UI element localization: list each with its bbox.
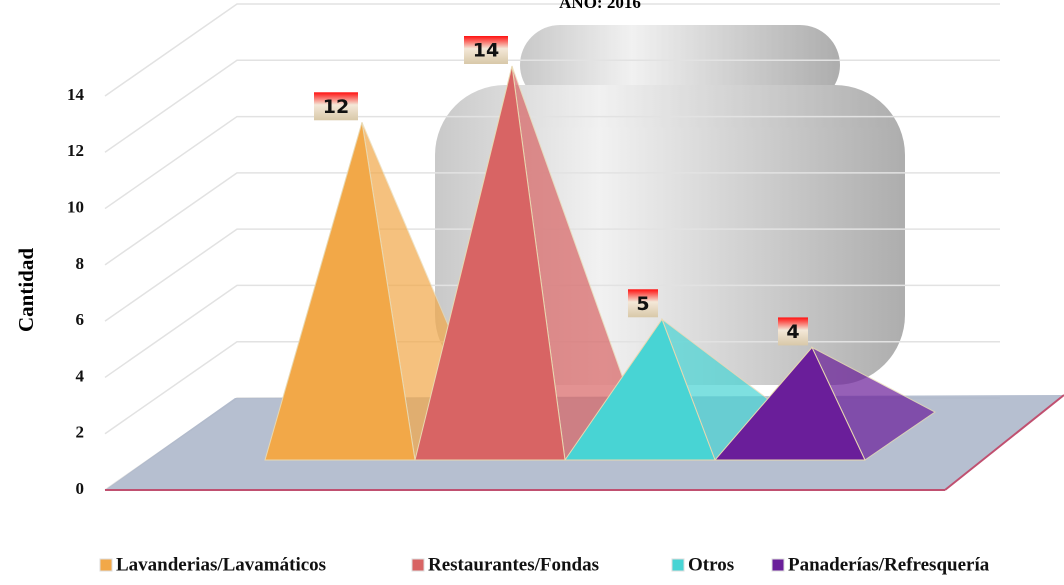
legend-swatch (771, 558, 785, 572)
legend-label: Restaurantes/Fondas (428, 554, 599, 575)
data-label: 4 (786, 321, 799, 343)
y-axis-label: Cantidad (14, 248, 38, 332)
legend-label: Panaderías/Refresquería (788, 554, 990, 575)
legend-label: Otros (688, 554, 734, 575)
data-label-box (314, 92, 358, 121)
y-tick-label: 12 (67, 141, 84, 160)
data-label-box (778, 317, 808, 346)
data-label: 14 (473, 40, 499, 62)
legend-swatch (411, 558, 425, 572)
data-label: 12 (323, 96, 349, 118)
data-label-box (464, 36, 508, 64)
chart-title: AÑO: 2016 (559, 0, 641, 12)
legend-swatch (99, 558, 113, 572)
data-label-box (628, 289, 658, 318)
y-tick-label: 8 (76, 254, 85, 273)
grid-line (104, 172, 1000, 266)
data-label: 5 (636, 293, 649, 315)
y-tick-label: 14 (67, 85, 85, 104)
y-tick-label: 10 (67, 197, 84, 216)
pyramid-face (414, 65, 566, 461)
y-tick-label: 6 (76, 310, 85, 329)
grid-line (104, 228, 1000, 322)
grid-line (104, 340, 1000, 435)
grid-line (104, 59, 1000, 153)
pyramid-face (564, 318, 716, 461)
legend-label: Lavanderias/Lavamáticos (116, 554, 326, 575)
pyramid-face (264, 122, 416, 461)
grid-line (104, 115, 1000, 210)
legend-swatch (671, 558, 685, 572)
grid-line (104, 284, 1000, 379)
pyramid-face (713, 346, 866, 461)
y-tick-label: 4 (76, 366, 85, 385)
y-tick-label: 2 (76, 423, 85, 442)
y-tick-label: 0 (76, 479, 85, 498)
grid-line (104, 3, 1000, 97)
floor-edge (944, 394, 1064, 491)
